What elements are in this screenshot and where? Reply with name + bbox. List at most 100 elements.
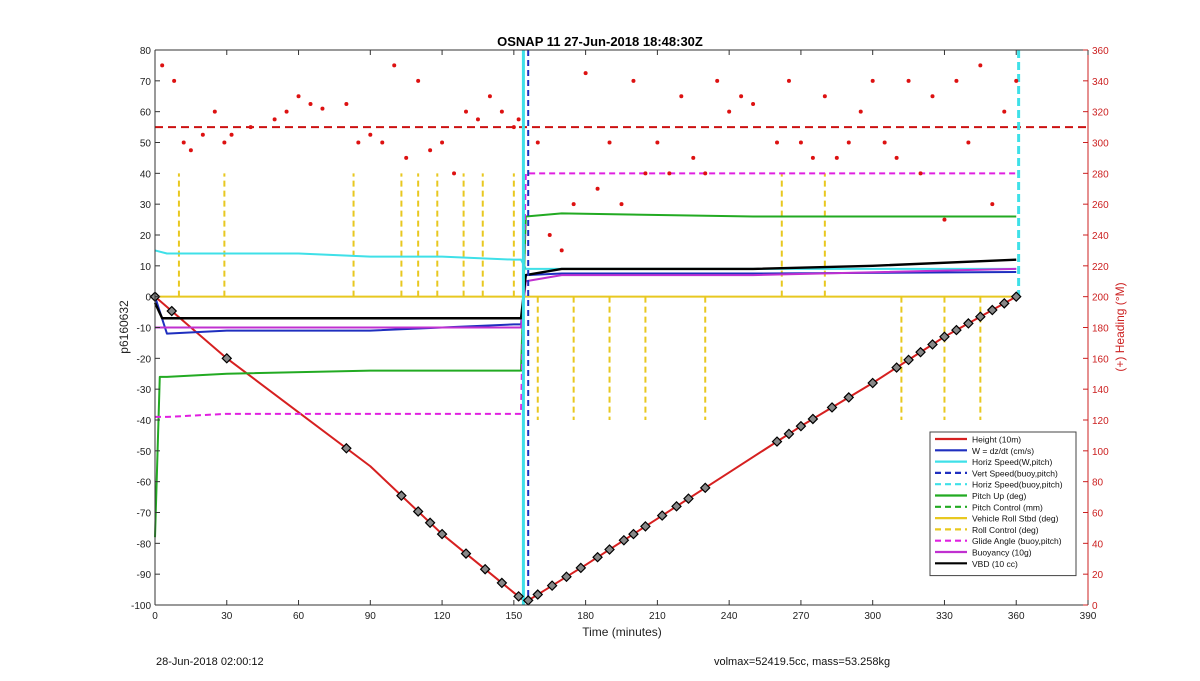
heading-point (475, 117, 480, 122)
dive-marker (341, 442, 352, 454)
dive-marker (640, 521, 651, 532)
y-tick-label-right: 100 (1092, 447, 1109, 458)
heading-point (222, 140, 227, 145)
footer-volume-mass: volmax=52419.5cc, mass=53.258kg (714, 656, 891, 668)
y-tick-label-right: 80 (1092, 478, 1104, 489)
y-tick-label-left: -70 (137, 509, 152, 520)
series-height-10m- (154, 295, 1017, 603)
y-tick-label-left: -50 (137, 447, 152, 458)
heading-point (607, 140, 612, 145)
y-tick-label-left: -20 (137, 354, 152, 365)
x-tick-label: 180 (577, 611, 594, 622)
heading-point (966, 140, 971, 145)
heading-point (631, 78, 636, 83)
y-tick-label-right: 20 (1092, 570, 1104, 581)
dive-marker (166, 305, 178, 317)
x-tick-label: 30 (221, 611, 233, 622)
heading-point (798, 140, 803, 145)
dive-marker (604, 544, 615, 555)
heading-point (344, 101, 349, 106)
dive-marker (891, 362, 902, 373)
dive-marker (628, 528, 639, 540)
heading-point (1002, 109, 1007, 114)
heading-point (990, 202, 995, 207)
heading-point (172, 78, 177, 83)
y-tick-label-right: 340 (1092, 77, 1109, 88)
heading-point (1014, 78, 1019, 83)
dive-marker (951, 324, 962, 336)
dive-marker (1010, 291, 1022, 303)
x-tick-label: 240 (721, 611, 738, 622)
heading-point (248, 125, 253, 130)
heading-point (870, 78, 875, 83)
x-tick-label: 300 (864, 611, 881, 622)
heading-point (571, 202, 576, 207)
legend-label: Pitch Control (mm) (972, 502, 1043, 512)
heading-point (643, 171, 648, 176)
heading-point (703, 171, 708, 176)
y-tick-label-left: 30 (140, 200, 152, 211)
heading-point (212, 109, 217, 114)
heading-point (667, 171, 672, 176)
heading-point (284, 109, 289, 114)
chart-title: OSNAP 11 27-Jun-2018 18:48:30Z (497, 34, 703, 49)
heading-point (894, 155, 899, 160)
heading-point (810, 155, 815, 160)
heading-point (452, 171, 457, 176)
dive-marker (903, 354, 914, 366)
heading-point (942, 217, 947, 222)
dive-marker (843, 392, 855, 403)
series-glide-angle-buoy-pitch- (155, 172, 1017, 418)
legend-label: Roll Control (deg) (972, 525, 1039, 535)
series-buoyancy-10g- (155, 267, 1017, 329)
y-tick-label-left: 60 (140, 108, 152, 119)
heading-point (296, 94, 301, 99)
y-axis-label-right: (+) Heading (°M) (1113, 282, 1127, 371)
dive-marker (915, 346, 926, 358)
heading-point (715, 78, 720, 83)
heading-point (978, 63, 983, 68)
dive-marker (618, 534, 630, 546)
y-tick-label-left: 50 (140, 139, 152, 150)
dive-marker (807, 413, 819, 425)
heading-point (511, 125, 516, 130)
y-tick-label-left: -40 (137, 416, 152, 427)
dive-marker (826, 402, 838, 413)
heading-point (464, 109, 468, 114)
y-tick-label-right: 320 (1092, 108, 1109, 119)
dive-marker (671, 500, 682, 512)
dive-marker (479, 563, 491, 575)
y-tick-label-right: 140 (1092, 385, 1109, 396)
heading-point (858, 109, 863, 114)
heading-point (188, 148, 193, 153)
heading-point (308, 101, 313, 106)
heading-point (392, 63, 397, 68)
heading-point (882, 140, 887, 145)
heading-point (547, 233, 552, 237)
y-tick-label-left: -60 (137, 478, 152, 489)
heading-point (786, 78, 791, 83)
heading-point (679, 94, 684, 99)
heading-point (619, 202, 624, 207)
x-tick-label: 120 (434, 611, 451, 622)
dive-marker (795, 420, 807, 432)
x-tick-label: 90 (365, 611, 377, 622)
x-tick-label: 60 (293, 611, 305, 622)
heading-point (516, 117, 521, 122)
dive-marker (699, 482, 711, 494)
x-tick-label: 360 (1008, 611, 1025, 622)
heading-point (822, 94, 827, 99)
heading-point (487, 94, 492, 99)
dive-marker (939, 331, 950, 343)
y-tick-label-left: -10 (137, 324, 152, 335)
dive-marker (974, 311, 986, 323)
y-tick-label-left: -80 (137, 539, 152, 550)
series-vbd-10-cc- (153, 258, 1017, 320)
dive-marker (436, 528, 448, 540)
y-tick-label-left: 10 (140, 262, 152, 273)
series-layer (149, 50, 1088, 606)
heading-point (727, 109, 732, 114)
legend-label: Horiz Speed(W,pitch) (972, 457, 1052, 467)
heading-point (583, 71, 588, 76)
